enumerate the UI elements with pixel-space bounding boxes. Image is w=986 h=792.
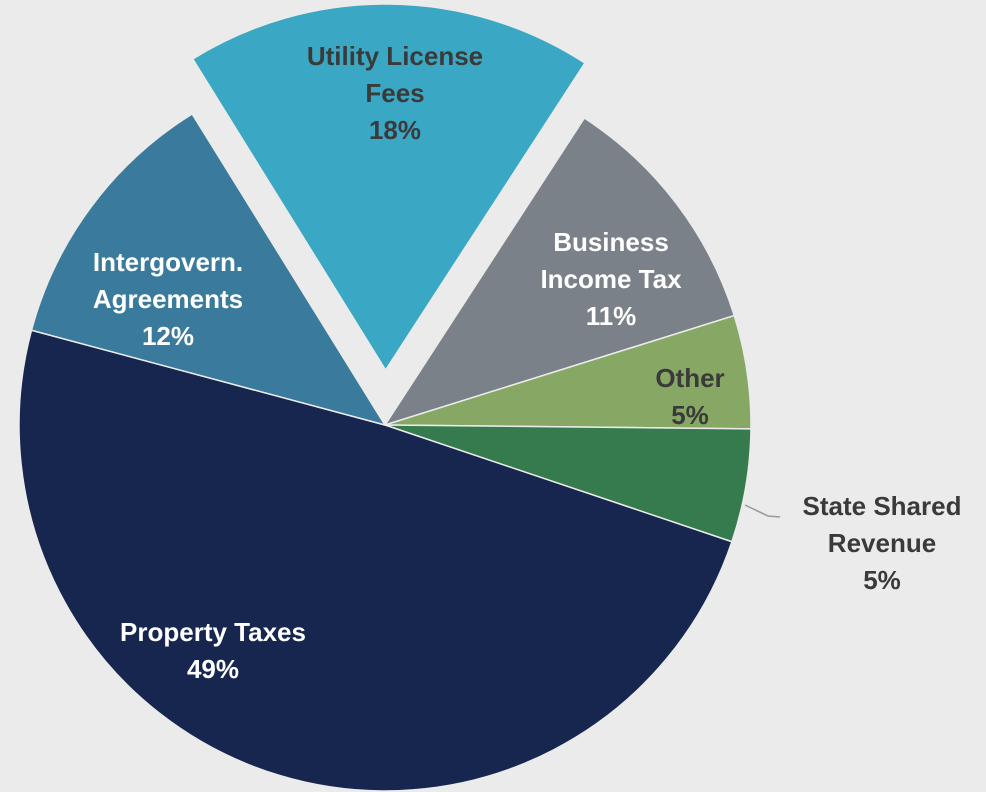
slice-label: State Shared Revenue 5% xyxy=(782,488,982,599)
value-label: 5% xyxy=(863,565,901,595)
slice-label: Property Taxes 49% xyxy=(63,614,363,688)
slice-label: Intergovern. Agreements 12% xyxy=(68,244,268,355)
slice-label: Utility License Fees 18% xyxy=(275,38,515,149)
category-label: Intergovern. Agreements xyxy=(92,247,244,314)
value-label: 12% xyxy=(141,321,195,351)
pie-slice xyxy=(18,329,733,792)
category-label: Property Taxes xyxy=(120,617,306,647)
pie-slice xyxy=(191,3,586,372)
slice-label-box: State Shared Revenue 5% xyxy=(782,488,982,599)
value-label: 5% xyxy=(671,400,709,430)
slice-label: Other 5% xyxy=(640,360,740,434)
slice-label-box: Business Income Tax 11% xyxy=(516,224,706,335)
category-label: State Shared Revenue xyxy=(802,491,962,558)
category-label: Utility License Fees xyxy=(306,41,484,108)
slice-label-box: Utility License Fees 18% xyxy=(275,38,515,149)
pie-slice xyxy=(383,117,736,427)
category-label: Other xyxy=(655,363,725,393)
pie-slice xyxy=(30,112,387,427)
category-label: Business Income Tax xyxy=(540,227,682,294)
value-label: 11% xyxy=(585,301,637,331)
value-label: 49% xyxy=(186,654,240,684)
slice-label-box: Property Taxes 49% xyxy=(63,614,363,688)
leader-line xyxy=(744,504,781,518)
value-label: 18% xyxy=(368,115,422,145)
slice-label-box: Other 5% xyxy=(640,360,740,434)
slice-label-box: Intergovern. Agreements 12% xyxy=(68,244,268,355)
slice-label: Business Income Tax 11% xyxy=(516,224,706,335)
